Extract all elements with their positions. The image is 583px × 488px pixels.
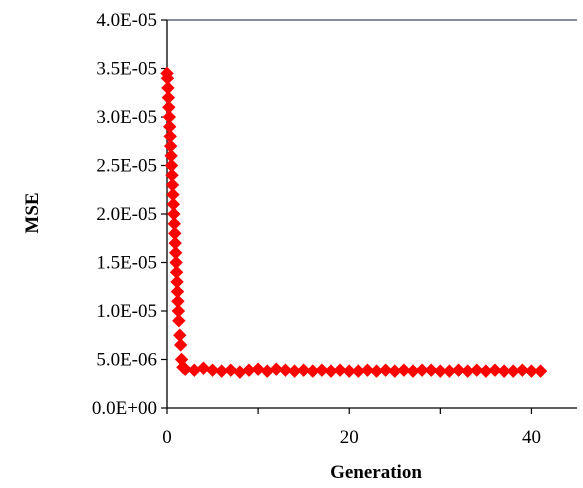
data-point <box>342 364 356 378</box>
data-point <box>269 362 284 376</box>
x-tick-label: 0 <box>162 427 172 448</box>
data-point <box>433 364 448 378</box>
x-axis-ticks: 0 20 40 <box>162 408 541 448</box>
x-tick-label: 20 <box>340 427 359 448</box>
y-tick-label: 3.0E-05 <box>96 107 157 128</box>
data-point <box>533 364 548 378</box>
data-point <box>278 363 293 377</box>
y-tick-label: 5.0E-06 <box>96 350 157 371</box>
data-point <box>224 363 238 377</box>
plot-frame <box>166 19 577 409</box>
y-tick-label: 1.5E-05 <box>96 253 157 274</box>
data-point <box>497 364 511 378</box>
data-point <box>315 363 329 377</box>
data-point <box>451 363 466 377</box>
data-point <box>260 364 274 378</box>
y-tick-label: 1.0E-05 <box>96 301 157 322</box>
x-axis-label: Generation <box>330 462 422 483</box>
data-point <box>296 363 311 377</box>
data-point <box>415 363 429 377</box>
x-tick-label: 40 <box>522 427 541 448</box>
y-tick-label: 2.5E-05 <box>96 156 157 177</box>
y-tick-label: 3.5E-05 <box>96 59 157 80</box>
y-axis-label: MSE <box>22 192 43 233</box>
data-point <box>515 363 530 377</box>
data-point <box>251 362 265 376</box>
data-point <box>470 363 484 377</box>
data-point <box>187 363 202 377</box>
y-tick-label: 4.0E-05 <box>96 10 157 31</box>
data-point <box>397 363 411 377</box>
data-point <box>205 363 220 377</box>
y-tick-label: 0.0E+00 <box>92 398 157 419</box>
data-points <box>160 66 548 379</box>
y-axis-ticks: 0.0E+00 5.0E-06 1.0E-05 1.5E-05 2.0E-05 2.5E-… <box>92 10 167 419</box>
data-point <box>524 364 539 378</box>
y-tick-label: 2.0E-05 <box>96 204 157 225</box>
data-point <box>178 362 192 376</box>
data-point <box>378 363 393 377</box>
data-point <box>173 338 188 352</box>
data-point <box>172 313 186 328</box>
data-point <box>488 363 502 377</box>
data-point <box>196 361 211 375</box>
data-point <box>333 363 347 377</box>
data-point <box>424 363 438 377</box>
data-point <box>360 363 375 377</box>
data-point <box>233 365 247 379</box>
